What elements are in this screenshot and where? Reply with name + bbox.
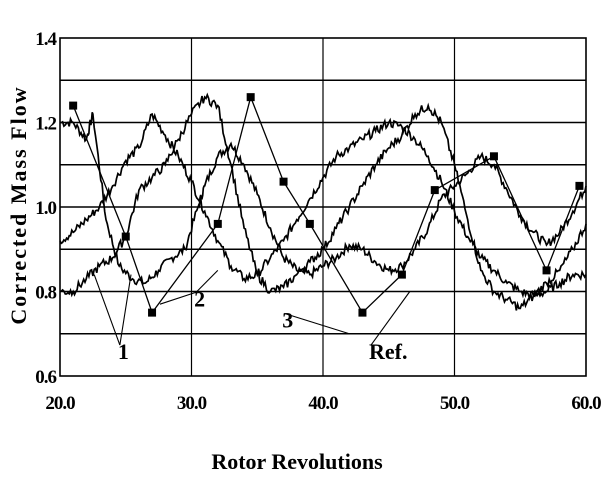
ref-marker [69,101,78,110]
reference-markers [69,93,584,317]
y-tick-label: 0.6 [35,367,56,388]
ref-marker [358,308,367,317]
y-tick-label: 1.4 [35,29,57,50]
annotation-leader [284,312,350,335]
y-axis-ticks: 0.6 0.8 1.0 1.2 1.4 [35,29,58,388]
ref-marker [575,181,584,190]
series-label-1: 1 [118,339,129,364]
annotation-leader [195,269,219,293]
series-label-Ref: Ref. [369,339,407,364]
x-axis-title: Rotor Revolutions [211,449,383,474]
y-tick-label: 0.8 [35,283,56,304]
series-line-1 [59,111,587,286]
plot-frame [59,37,587,377]
x-tick-label: 30.0 [177,393,207,414]
series-label-2: 2 [194,286,205,311]
ref-marker [246,93,255,102]
series-label-3: 3 [282,307,293,332]
series-line-2 [59,112,587,302]
x-tick-label: 20.0 [45,393,75,414]
annotation-leader [119,274,132,346]
annotation-leader [370,291,411,346]
ref-marker [430,186,439,195]
ref-marker [213,219,222,228]
ref-marker [305,219,314,228]
x-axis-ticks: 20.0 30.0 40.0 50.0 60.0 [45,393,602,414]
ref-marker [148,308,157,317]
ref-marker [489,152,498,161]
annotation-leader [159,291,197,305]
x-tick-label: 60.0 [571,393,601,414]
y-axis-title: Corrected Mass Flow [6,85,31,324]
ref-marker [397,270,406,279]
y-tick-label: 1.2 [35,114,56,135]
annotation-leader [93,274,121,346]
x-tick-label: 50.0 [440,393,470,414]
ref-marker [279,177,288,186]
series-line-3 [59,92,587,311]
y-tick-label: 1.0 [35,198,56,219]
ref-marker [121,232,130,241]
ref-marker [542,266,551,275]
series-annotations: 1 2 3 Ref. [93,269,411,364]
x-tick-label: 40.0 [308,393,338,414]
